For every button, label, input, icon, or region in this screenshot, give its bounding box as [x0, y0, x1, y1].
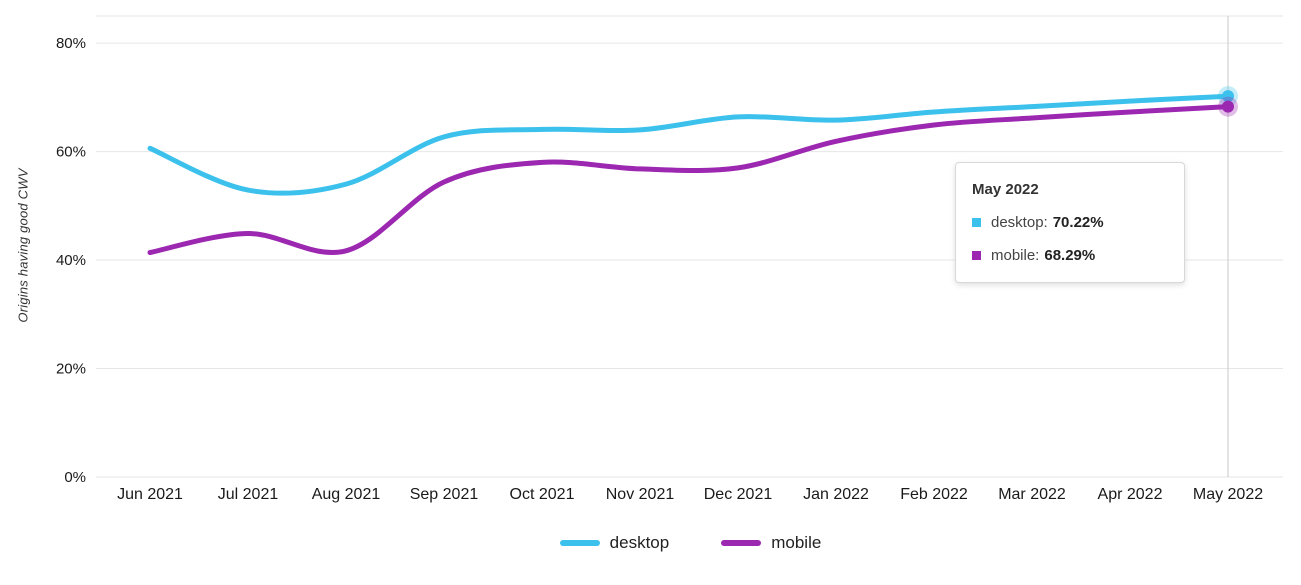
y-tick-label-20: 20% — [56, 361, 86, 378]
x-tick-label: Sep 2021 — [410, 486, 479, 503]
x-tick-label: Jul 2021 — [218, 486, 279, 503]
tooltip-value-desktop: 70.22% — [1052, 214, 1104, 231]
y-axis-title: Origins having good CWV — [15, 168, 31, 323]
y-tick-label-40: 40% — [56, 252, 86, 269]
series-line-desktop — [147, 93, 1231, 196]
x-tick-label: Apr 2022 — [1098, 486, 1163, 503]
chart-legend: desktop mobile — [40, 533, 1301, 553]
legend-label-desktop: desktop — [609, 533, 670, 552]
y-tick-label-60: 60% — [56, 144, 86, 161]
x-tick-label: Mar 2022 — [998, 486, 1066, 503]
x-tick-label: Dec 2021 — [704, 486, 773, 503]
tooltip-label-mobile: mobile: — [991, 247, 1040, 264]
x-tick-label: Jan 2022 — [803, 486, 869, 503]
y-tick-label-0: 0% — [64, 469, 86, 486]
legend-item-mobile[interactable]: mobile — [721, 533, 821, 553]
tooltip-label-desktop: desktop: — [991, 214, 1048, 231]
series-marker-mobile — [1222, 100, 1234, 113]
mobile-series-swatch-icon — [972, 251, 981, 260]
desktop-series-swatch-icon — [972, 218, 981, 227]
cwv-line-chart[interactable]: 0% 20% 40% 60% 80% Jun 2021 Jul 2021 Aug 2021 Se… — [0, 0, 1301, 520]
legend-item-desktop[interactable]: desktop — [559, 533, 670, 553]
y-tick-label-80: 80% — [56, 35, 86, 52]
x-tick-label: Oct 2021 — [510, 486, 575, 503]
mobile-line-swatch-icon — [721, 540, 762, 546]
tooltip-value-mobile: 68.29% — [1044, 247, 1096, 264]
legend-label-mobile: mobile — [771, 533, 822, 552]
series-marker-desktop — [1222, 90, 1234, 103]
x-tick-label: Nov 2021 — [606, 486, 675, 503]
tooltip-row-mobile: mobile: 68.29% — [972, 247, 1168, 264]
tooltip-title: May 2022 — [972, 181, 1039, 198]
desktop-line-swatch-icon — [559, 540, 600, 546]
tooltip-row-desktop: desktop: 70.22% — [972, 214, 1168, 231]
x-tick-label: May 2022 — [1193, 486, 1263, 503]
chart-tooltip: May 2022 desktop: 70.22% mobile: 68.29% — [955, 162, 1185, 283]
x-tick-label: Feb 2022 — [900, 486, 968, 503]
x-tick-label: Jun 2021 — [117, 486, 183, 503]
x-tick-label: Aug 2021 — [312, 486, 381, 503]
series-line-mobile — [147, 104, 1231, 255]
